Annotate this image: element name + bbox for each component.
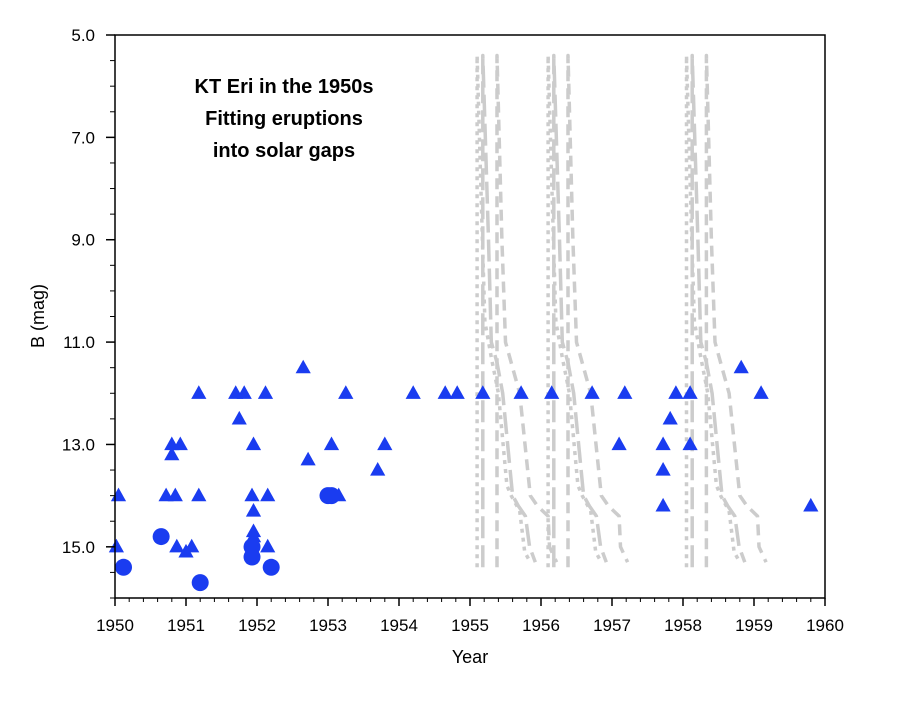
chart-title-line-3: into solar gaps (213, 140, 355, 162)
triangle-marker (110, 487, 127, 502)
x-tick-label: 1956 (522, 616, 560, 635)
x-tick-label: 1955 (451, 616, 489, 635)
triangle-marker (169, 538, 185, 553)
circle-marker (152, 528, 170, 546)
circle-marker (262, 558, 280, 576)
triangle-marker (191, 385, 207, 399)
triangle-marker (655, 462, 671, 476)
x-tick-label: 1953 (309, 616, 347, 635)
x-tick-label: 1950 (96, 616, 134, 635)
triangle-marker (244, 487, 260, 502)
triangle-marker (682, 436, 698, 451)
triangle-marker (668, 385, 684, 399)
triangle-marker (257, 385, 274, 399)
data-markers (108, 359, 819, 592)
triangle-marker (167, 487, 183, 502)
triangle-marker (236, 385, 252, 399)
y-tick-label: 15.0 (62, 538, 95, 557)
triangle-marker (475, 385, 491, 399)
x-tick-label: 1951 (167, 616, 205, 635)
triangle-marker (245, 436, 262, 451)
circle-marker (323, 487, 341, 505)
x-tick-label: 1960 (806, 616, 844, 635)
triangle-marker (191, 487, 207, 502)
triangle-marker (753, 385, 769, 399)
x-tick-labels: 1950 1951 1952 1953 1954 1955 1956 1957 1958 1959… (96, 616, 844, 635)
triangle-marker (172, 436, 188, 451)
triangle-marker (184, 538, 200, 553)
circle-marker (115, 558, 133, 576)
y-axis-title: B (mag) (28, 284, 48, 348)
y-tick-label: 9.0 (71, 231, 95, 250)
triangle-marker (733, 359, 749, 374)
model-light-curve (566, 53, 630, 568)
y-tick-label: 7.0 (71, 128, 95, 147)
y-tick-labels: 5.0 7.0 9.0 11.0 13.0 15.0 (62, 26, 95, 557)
triangle-marker (655, 436, 671, 451)
triangle-marker (300, 451, 316, 466)
triangle-marker (449, 385, 465, 399)
y-tick-label: 11.0 (63, 333, 95, 352)
triangle-marker (544, 385, 560, 399)
triangle-marker (338, 385, 354, 399)
model-light-curve (704, 53, 768, 568)
triangle-marker (803, 497, 819, 512)
triangle-marker (611, 436, 627, 451)
triangle-marker (260, 487, 276, 502)
triangle-marker (370, 462, 386, 476)
triangle-marker (377, 436, 393, 451)
triangle-marker (513, 385, 529, 399)
triangle-marker (405, 385, 421, 399)
x-tick-label: 1957 (593, 616, 631, 635)
triangle-marker (323, 436, 340, 451)
axes (106, 34, 826, 606)
triangle-marker (231, 410, 247, 425)
triangle-marker (682, 385, 698, 399)
circle-marker (191, 574, 209, 592)
x-tick-label: 1952 (238, 616, 276, 635)
x-tick-label: 1959 (735, 616, 773, 635)
triangle-marker (245, 503, 262, 517)
circle-marker (243, 548, 261, 566)
triangle-marker (108, 538, 124, 553)
triangle-marker (295, 359, 311, 374)
chart-title-line-2: Fitting eruptions (205, 108, 363, 130)
x-axis-title: Year (452, 647, 488, 667)
triangle-marker (655, 497, 671, 512)
triangle-marker (437, 385, 453, 399)
triangle-marker (662, 410, 678, 425)
chart-title-line-1: KT Eri in the 1950s (195, 76, 374, 98)
y-tick-label: 5.0 (71, 26, 95, 45)
triangle-marker (164, 446, 180, 461)
model-light-curve (481, 53, 537, 568)
model-light-curve (690, 53, 747, 568)
x-tick-label: 1958 (664, 616, 702, 635)
model-curves (475, 53, 768, 568)
x-tick-label: 1954 (380, 616, 418, 635)
y-tick-label: 13.0 (62, 435, 95, 454)
triangle-marker (260, 538, 276, 553)
model-light-curve (552, 53, 608, 568)
triangle-marker (617, 385, 633, 399)
triangle-marker (584, 385, 600, 399)
